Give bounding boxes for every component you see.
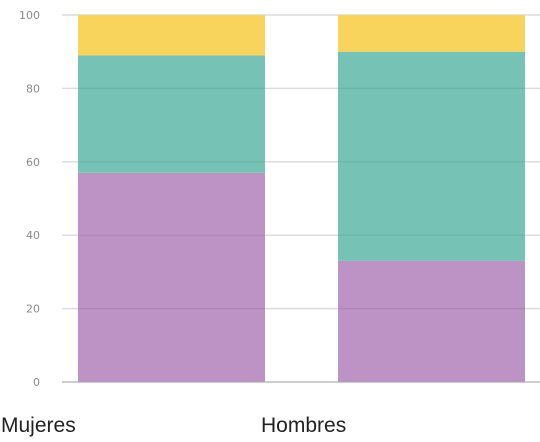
bar-segment-mujeres-1 — [78, 172, 265, 382]
bar-segment-mujeres-3 — [78, 15, 265, 56]
y-axis-tick-labels: 0 20 40 60 80 100 — [19, 9, 40, 389]
y-tick-label-0: 0 — [33, 376, 40, 389]
bar-segment-mujeres-2 — [78, 55, 265, 173]
bar-segment-hombres-3 — [338, 15, 525, 52]
y-tick-label-60: 60 — [26, 156, 40, 169]
y-tick-label-40: 40 — [26, 229, 40, 242]
bars — [78, 15, 525, 382]
x-axis-category-labels: Mujeres Hombres — [1, 414, 346, 437]
y-tick-label-80: 80 — [26, 82, 40, 95]
bar-segment-hombres-2 — [338, 51, 525, 261]
y-tick-label-20: 20 — [26, 303, 40, 316]
category-label-hombres: Hombres — [261, 414, 346, 437]
category-label-mujeres: Mujeres — [1, 414, 76, 437]
bar-segment-hombres-1 — [338, 260, 525, 382]
y-tick-label-100: 100 — [19, 9, 40, 22]
